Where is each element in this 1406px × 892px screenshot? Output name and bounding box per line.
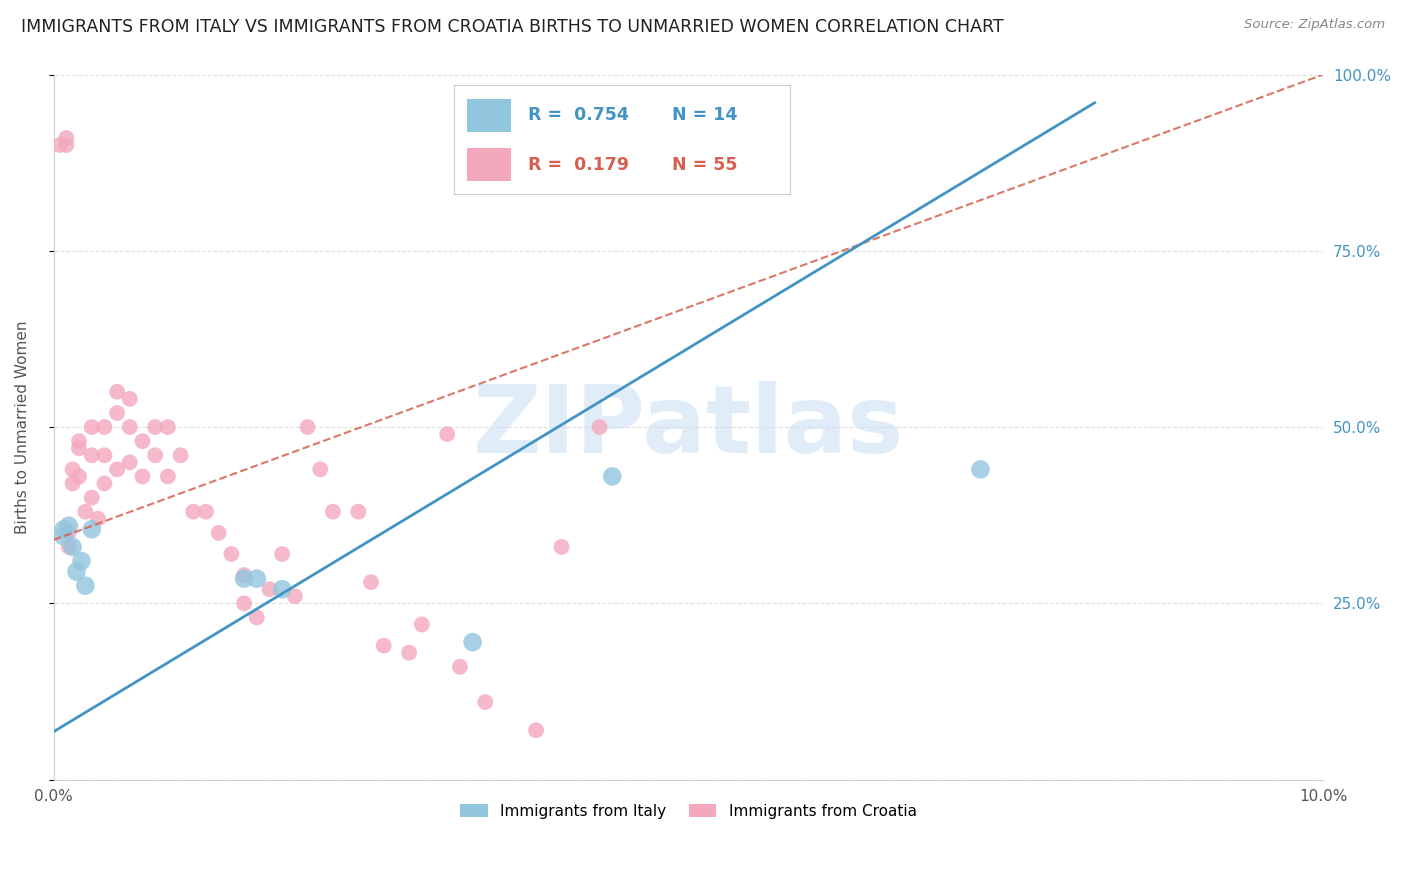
Point: [62, 462, 84, 476]
Text: Source: ZipAtlas.com: Source: ZipAtlas.com: [1244, 18, 1385, 31]
Point: [67, 469, 90, 483]
Point: [143, 448, 166, 462]
Y-axis label: Births to Unmarried Women: Births to Unmarried Women: [15, 320, 30, 533]
Point: [221, 547, 243, 561]
Point: [80, 420, 103, 434]
Point: [58, 525, 80, 540]
Point: [75, 505, 97, 519]
Point: [969, 462, 991, 476]
Point: [297, 420, 319, 434]
Point: [118, 455, 141, 469]
Point: [49, 138, 72, 153]
Point: [194, 505, 217, 519]
Point: [131, 434, 153, 449]
Point: [93, 448, 115, 462]
Point: [156, 469, 179, 483]
Point: [233, 596, 256, 610]
Point: [67, 441, 90, 455]
Point: [436, 427, 458, 442]
Point: [118, 420, 141, 434]
Point: [322, 505, 344, 519]
Point: [62, 540, 84, 554]
Point: [58, 518, 80, 533]
Point: [67, 434, 90, 449]
Point: [80, 522, 103, 536]
Legend: Immigrants from Italy, Immigrants from Croatia: Immigrants from Italy, Immigrants from C…: [454, 797, 922, 825]
Point: [62, 476, 84, 491]
Point: [524, 723, 547, 738]
Point: [398, 646, 420, 660]
Point: [118, 392, 141, 406]
Point: [105, 406, 128, 420]
Point: [80, 491, 103, 505]
Point: [105, 462, 128, 476]
Point: [87, 512, 110, 526]
Point: [347, 505, 370, 519]
Point: [246, 610, 269, 624]
Point: [181, 505, 204, 519]
Point: [52, 529, 75, 543]
Point: [105, 384, 128, 399]
Point: [93, 476, 115, 491]
Point: [309, 462, 332, 476]
Point: [588, 420, 610, 434]
Point: [156, 420, 179, 434]
Point: [52, 522, 75, 536]
Point: [143, 420, 166, 434]
Point: [449, 660, 471, 674]
Point: [55, 138, 77, 153]
Text: ZIPatlas: ZIPatlas: [472, 381, 904, 473]
Point: [271, 547, 294, 561]
Point: [259, 582, 281, 597]
Text: IMMIGRANTS FROM ITALY VS IMMIGRANTS FROM CROATIA BIRTHS TO UNMARRIED WOMEN CORRE: IMMIGRANTS FROM ITALY VS IMMIGRANTS FROM…: [21, 18, 1004, 36]
Point: [271, 582, 294, 597]
Point: [233, 568, 256, 582]
Point: [93, 420, 115, 434]
Point: [246, 572, 269, 586]
Point: [461, 635, 484, 649]
Point: [550, 540, 572, 554]
Point: [58, 540, 80, 554]
Point: [55, 131, 77, 145]
Point: [600, 469, 623, 483]
Point: [131, 469, 153, 483]
Point: [360, 575, 382, 590]
Point: [75, 579, 97, 593]
Point: [284, 589, 307, 603]
Point: [169, 448, 191, 462]
Point: [208, 525, 231, 540]
Point: [233, 572, 256, 586]
Point: [65, 565, 87, 579]
Point: [80, 448, 103, 462]
Point: [474, 695, 496, 709]
Point: [70, 554, 93, 568]
Point: [411, 617, 433, 632]
Point: [373, 639, 395, 653]
